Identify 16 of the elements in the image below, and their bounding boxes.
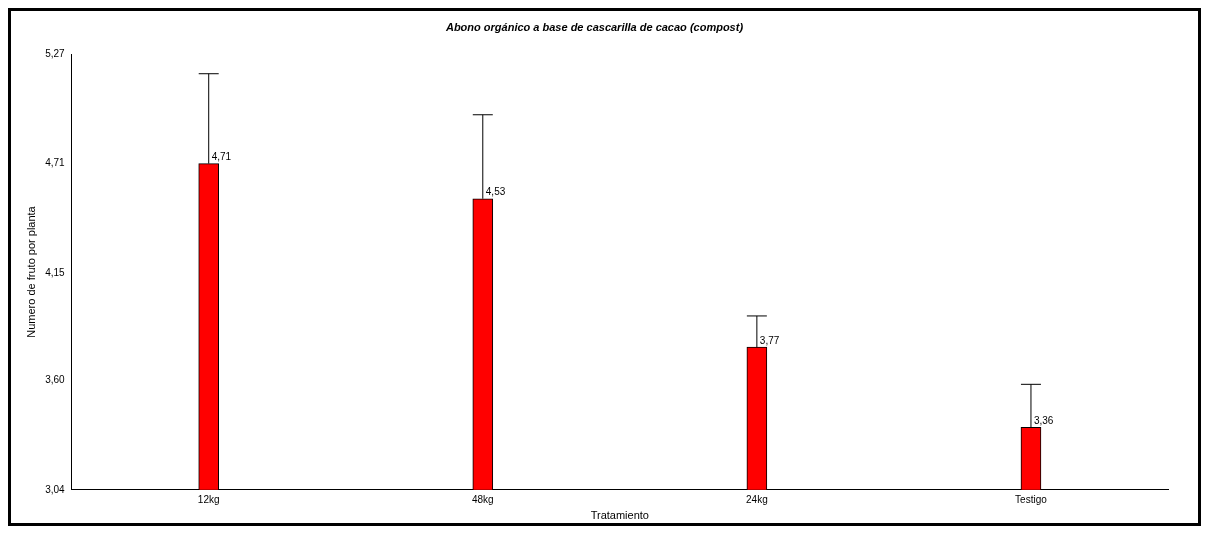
y-tick-label: 4,71 bbox=[45, 157, 66, 169]
chart-title: Abono orgánico a base de cascarilla de cacao (compost) bbox=[444, 20, 744, 33]
y-tick-label: 3,04 bbox=[45, 483, 66, 495]
y-tick-label: 4,15 bbox=[45, 266, 66, 278]
x-axis-title: Tratamiento bbox=[590, 509, 649, 522]
y-tick-label: 5,27 bbox=[45, 47, 66, 59]
y-axis-title: Numero de fruto por planta bbox=[24, 205, 37, 338]
data-label: 4,71 bbox=[211, 151, 232, 163]
y-tick-label: 3,60 bbox=[45, 374, 66, 386]
data-label: 3,36 bbox=[1033, 415, 1054, 427]
data-label: 3,77 bbox=[759, 334, 780, 346]
x-tick-label: Testigo bbox=[1015, 493, 1048, 505]
x-tick-label: 48kg bbox=[471, 493, 494, 505]
x-tick-label: 24kg bbox=[746, 493, 768, 505]
x-tick-label: 12kg bbox=[197, 493, 220, 505]
data-label: 4,53 bbox=[485, 186, 506, 198]
